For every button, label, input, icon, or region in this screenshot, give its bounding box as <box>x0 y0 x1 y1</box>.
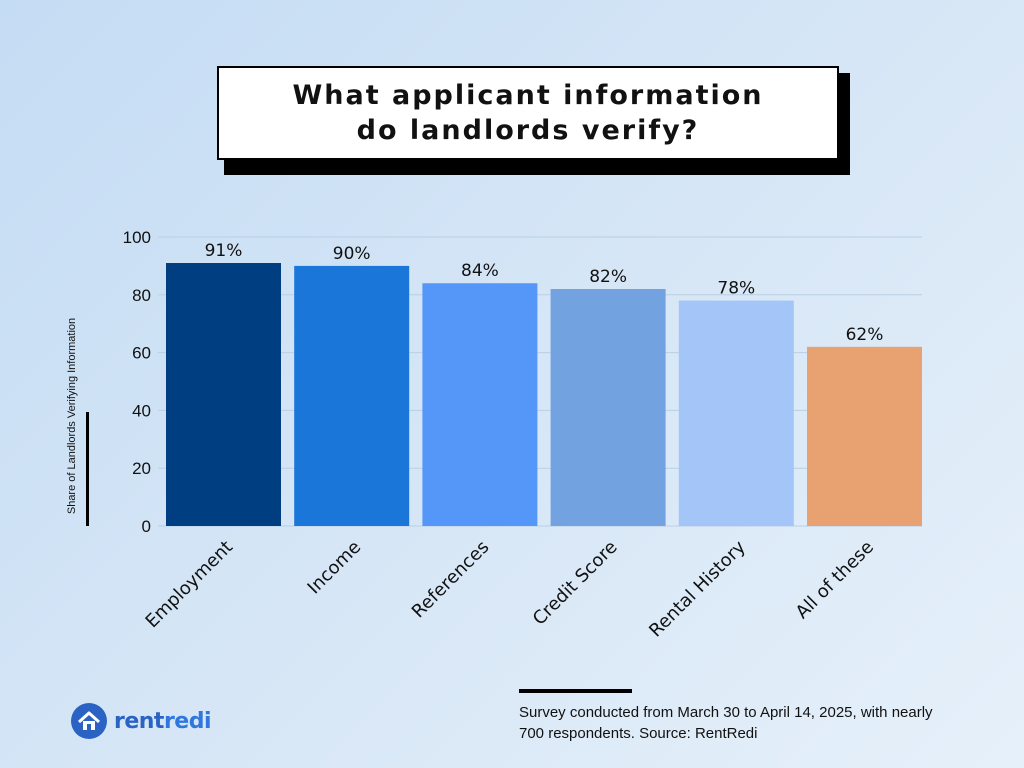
bar <box>166 263 281 526</box>
rentredi-logo: rentredi <box>70 702 212 740</box>
title-box: What applicant information do landlords … <box>217 66 839 160</box>
bar <box>807 346 922 526</box>
y-tick-label: 0 <box>142 517 151 536</box>
bar <box>678 300 794 526</box>
x-tick-label: References <box>408 537 494 623</box>
y-axis-label: Share of Landlords Verifying Information <box>66 317 78 515</box>
data-label: 78% <box>717 279 755 299</box>
y-tick-label: 40 <box>132 401 151 420</box>
chart-title: What applicant information do landlords … <box>292 79 764 146</box>
x-tick-label: Credit Score <box>529 537 622 630</box>
bar <box>550 289 666 526</box>
x-tick-label: All of these <box>792 537 878 623</box>
x-tick-label: Income <box>304 537 366 599</box>
x-tick-label: Rental History <box>645 536 750 641</box>
bar <box>294 265 410 526</box>
bar <box>422 283 538 526</box>
source-note: Survey conducted from March 30 to April … <box>519 704 933 742</box>
logo-rent: rent <box>114 708 164 734</box>
house-logo-icon <box>71 703 107 739</box>
y-tick-label: 20 <box>132 459 151 478</box>
logo-redi: redi <box>163 708 212 734</box>
data-label: 84% <box>461 261 499 281</box>
y-tick-label: 80 <box>132 286 151 305</box>
data-label: 82% <box>589 267 627 287</box>
data-label: 91% <box>205 241 243 261</box>
y-axis-accent-bar <box>86 412 89 526</box>
source-divider <box>519 689 632 693</box>
logo-wordmark: rentredi <box>114 708 212 734</box>
x-tick-label: Employment <box>142 537 238 633</box>
y-tick-label: 100 <box>123 228 151 247</box>
y-tick-label: 60 <box>132 344 151 363</box>
data-label: 62% <box>846 325 884 345</box>
data-label: 90% <box>333 244 371 264</box>
